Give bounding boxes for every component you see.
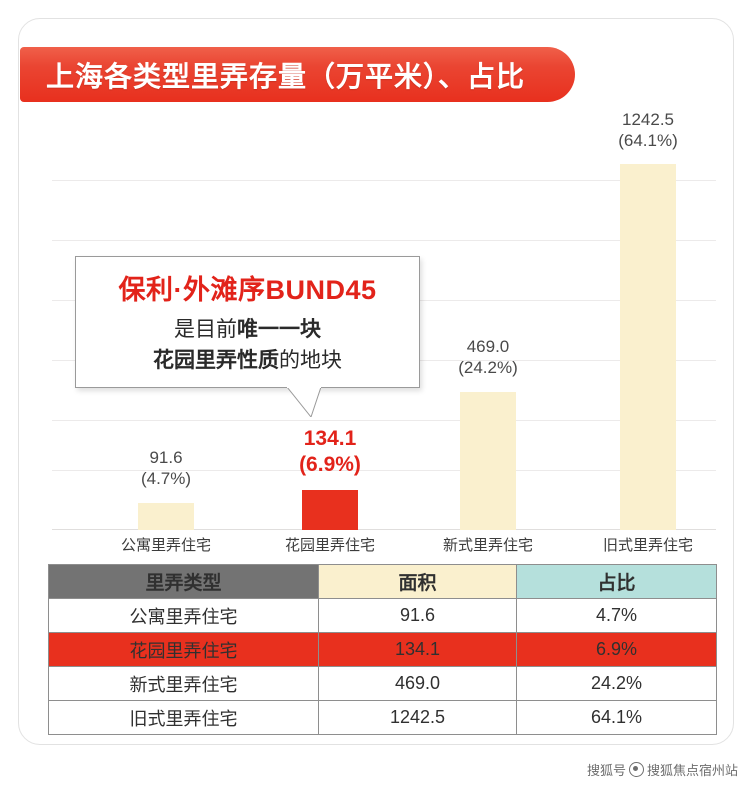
title-ribbon: 上海各类型里弄存量（万平米）、占比 bbox=[20, 47, 575, 102]
xlabel-xinshi: 新式里弄住宅 bbox=[442, 537, 533, 554]
bar-label-jiushi: 1242.5 (64.1%) bbox=[593, 110, 703, 151]
callout-line3-b: 的地块 bbox=[279, 349, 342, 372]
bar-label-huayuan: 134.1 (6.9%) bbox=[275, 426, 385, 477]
table-row: 旧式里弄住宅 1242.5 64.1% bbox=[48, 700, 717, 735]
xlabel-gongyu: 公寓里弄住宅 bbox=[120, 537, 211, 554]
bar-value: 91.6 bbox=[149, 448, 183, 467]
gridline bbox=[52, 470, 716, 471]
cell-type: 新式里弄住宅 bbox=[48, 666, 319, 701]
callout-tail bbox=[287, 387, 321, 417]
table-header-row: 里弄类型 面积 占比 bbox=[48, 564, 717, 599]
gridline bbox=[52, 180, 716, 181]
bar-percent: (24.2%) bbox=[458, 357, 518, 377]
data-table: 里弄类型 面积 占比 公寓里弄住宅 91.6 4.7% 花园里弄住宅 134.1… bbox=[48, 564, 717, 735]
bar-huayuan bbox=[302, 490, 358, 530]
page-title: 上海各类型里弄存量（万平米）、占比 bbox=[46, 60, 526, 92]
bar-chart: 91.6 (4.7%) 134.1 (6.9%) 469.0 (24.2%) 1… bbox=[40, 110, 716, 530]
bar-percent: (6.9%) bbox=[299, 452, 361, 476]
bar-gongyu bbox=[138, 503, 194, 530]
callout-line-3: 花园里弄性质的地块 bbox=[153, 345, 342, 377]
x-axis-labels: 公寓里弄住宅 花园里弄住宅 新式里弄住宅 旧式里弄住宅 bbox=[40, 534, 716, 560]
bar-percent: (64.1%) bbox=[618, 130, 678, 150]
cell-area: 469.0 bbox=[318, 666, 517, 701]
callout-line2-a: 是目前 bbox=[174, 317, 237, 341]
bar-value: 469.0 bbox=[466, 337, 510, 356]
bar-xinshi bbox=[460, 392, 516, 530]
table-row: 公寓里弄住宅 91.6 4.7% bbox=[48, 598, 717, 633]
bar-label-gongyu: 91.6 (4.7%) bbox=[116, 448, 216, 489]
gridline bbox=[52, 240, 716, 241]
cell-area: 1242.5 bbox=[318, 700, 517, 735]
bar-value: 134.1 bbox=[303, 427, 357, 450]
cell-type: 公寓里弄住宅 bbox=[48, 598, 319, 633]
cell-area: 91.6 bbox=[318, 598, 517, 633]
watermark-suffix: 搜狐焦点宿州站 bbox=[646, 763, 738, 778]
bar-label-xinshi: 469.0 (24.2%) bbox=[438, 337, 538, 378]
bar-value: 1242.5 bbox=[622, 110, 674, 129]
callout-box: 保利·外滩序BUND45 是目前唯一一块 花园里弄性质的地块 bbox=[75, 256, 420, 388]
table-row: 新式里弄住宅 469.0 24.2% bbox=[48, 666, 717, 701]
axis-baseline bbox=[52, 529, 716, 530]
gridline bbox=[52, 420, 716, 421]
callout-line2-b: 唯一一块 bbox=[237, 317, 321, 341]
cell-pct: 24.2% bbox=[516, 666, 717, 701]
cell-area: 134.1 bbox=[318, 632, 517, 667]
sohu-logo-icon bbox=[628, 762, 644, 777]
callout-line3-a: 花园里弄性质 bbox=[153, 349, 279, 372]
xlabel-jiushi: 旧式里弄住宅 bbox=[602, 537, 693, 554]
bar-jiushi bbox=[620, 164, 676, 530]
callout-line-2: 是目前唯一一块 bbox=[174, 314, 321, 346]
xlabel-huayuan: 花园里弄住宅 bbox=[284, 537, 375, 554]
watermark: 搜狐号 搜狐焦点宿州站 bbox=[587, 760, 738, 779]
bar-percent: (4.7%) bbox=[140, 468, 192, 488]
th-area: 面积 bbox=[318, 564, 517, 599]
cell-pct: 64.1% bbox=[516, 700, 717, 735]
cell-pct: 6.9% bbox=[516, 632, 717, 667]
cell-type: 花园里弄住宅 bbox=[48, 632, 319, 667]
table-row-highlighted: 花园里弄住宅 134.1 6.9% bbox=[48, 632, 717, 667]
cell-type: 旧式里弄住宅 bbox=[48, 700, 319, 735]
cell-pct: 4.7% bbox=[516, 598, 717, 633]
watermark-prefix: 搜狐号 bbox=[586, 763, 626, 778]
callout-title: 保利·外滩序BUND45 bbox=[118, 274, 377, 305]
th-pct: 占比 bbox=[516, 564, 717, 599]
th-type: 里弄类型 bbox=[48, 564, 319, 599]
